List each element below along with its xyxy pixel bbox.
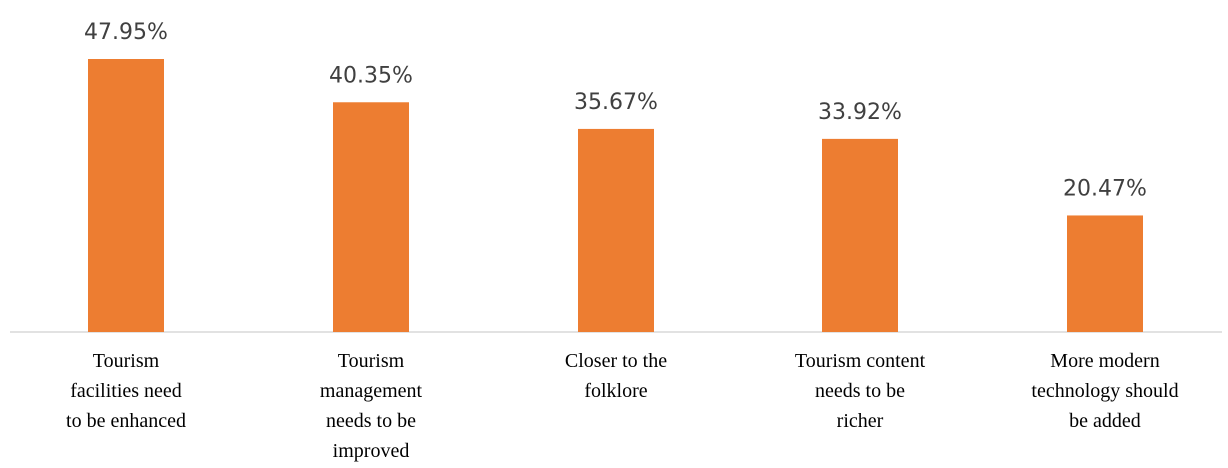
category-labels-group: Tourism facilities need to be enhanced Tour… (66, 350, 1179, 462)
value-labels-group: 47.95% 40.35% 35.67% 33.92% 20.47% (84, 20, 1147, 201)
bar-3 (578, 128, 654, 332)
value-label-5: 20.47% (1063, 176, 1147, 201)
bar-4 (822, 138, 898, 332)
category-label-4: Tourism content needs to be richer (795, 350, 926, 432)
value-label-1: 47.95% (84, 20, 168, 45)
value-label-3: 35.67% (574, 90, 658, 115)
category-label-2: Tourism management needs to be improved (320, 350, 423, 462)
bars-group (88, 59, 1143, 332)
category-label-1: Tourism facilities need to be enhanced (66, 350, 186, 432)
bar-5 (1067, 215, 1143, 332)
bar-1 (88, 59, 164, 332)
value-label-4: 33.92% (818, 100, 902, 125)
bar-2 (333, 102, 409, 332)
category-label-5: More modern technology should be added (1031, 350, 1178, 432)
value-label-2: 40.35% (329, 63, 413, 88)
category-label-3: Closer to the folklore (565, 350, 667, 402)
